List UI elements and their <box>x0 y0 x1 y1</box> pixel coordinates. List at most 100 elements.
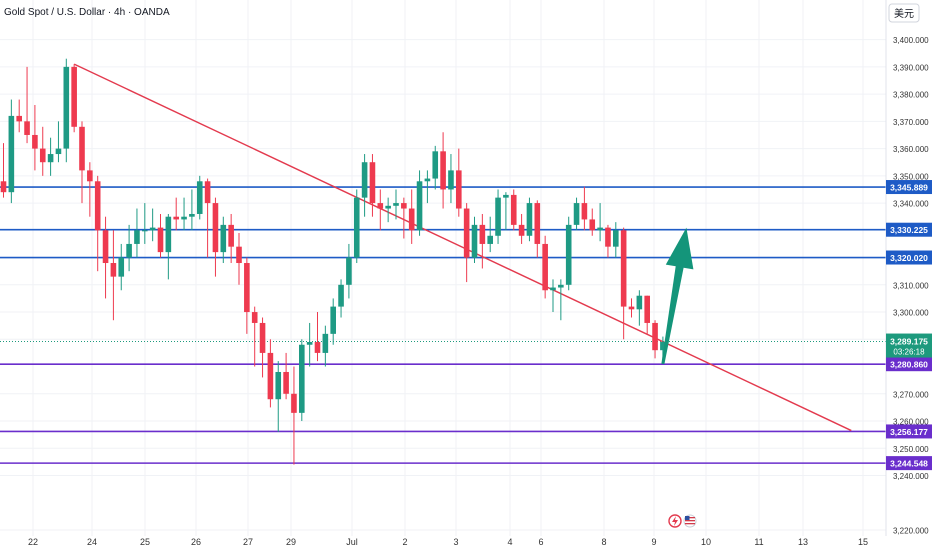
candles-layer[interactable] <box>0 58 666 465</box>
price-level-label: 3,244.548 <box>890 459 928 469</box>
candle-bearish[interactable] <box>228 213 234 264</box>
candle-bearish[interactable] <box>652 320 658 359</box>
candle-bearish[interactable] <box>94 175 101 272</box>
candle-bullish[interactable] <box>181 197 187 231</box>
candle-bearish[interactable] <box>204 178 211 258</box>
bar-countdown-label: 03:26:18 <box>893 348 925 357</box>
candle-bullish[interactable] <box>165 213 172 280</box>
candle-bullish[interactable] <box>330 298 336 345</box>
candle-bullish[interactable] <box>424 170 431 204</box>
candle-bearish[interactable] <box>456 148 462 217</box>
candle-bullish[interactable] <box>306 322 313 367</box>
candle-bearish[interactable] <box>542 235 548 299</box>
candle-bullish[interactable] <box>636 290 643 326</box>
candle-bearish[interactable] <box>605 224 611 258</box>
candle-body <box>126 243 132 258</box>
candle-bearish[interactable] <box>628 298 635 318</box>
candle-bearish[interactable] <box>479 213 486 269</box>
candle-bullish[interactable] <box>346 243 352 299</box>
candle-bullish[interactable] <box>149 208 156 242</box>
candle-bullish[interactable] <box>8 99 15 204</box>
candle-bearish[interactable] <box>581 186 588 231</box>
candle-bullish[interactable] <box>63 58 70 163</box>
us-flag-icon[interactable] <box>683 514 697 528</box>
candle-bullish[interactable] <box>393 189 399 220</box>
candle-bearish[interactable] <box>39 126 46 176</box>
current-price-label: 3,289.175 <box>890 337 928 347</box>
currency-button[interactable]: 美元 <box>888 3 920 23</box>
chart-title: Gold Spot / U.S. Dollar · 4h · OANDA <box>4 7 170 18</box>
candle-bearish[interactable] <box>244 257 250 334</box>
candle-bullish[interactable] <box>353 189 360 264</box>
candle-bullish[interactable] <box>565 216 572 291</box>
candle-bullish[interactable] <box>47 137 54 176</box>
candle-bearish[interactable] <box>157 213 164 258</box>
candle-bearish[interactable] <box>510 189 517 231</box>
candle-bearish[interactable] <box>0 143 7 198</box>
candle-bullish[interactable] <box>487 216 493 253</box>
candle-bullish[interactable] <box>495 189 501 244</box>
candle-bearish[interactable] <box>291 366 297 465</box>
candle-bearish[interactable] <box>314 312 321 362</box>
candle-bullish[interactable] <box>134 208 140 258</box>
candle-bearish[interactable] <box>259 317 266 378</box>
candle-bullish[interactable] <box>526 197 533 242</box>
candle-bullish[interactable] <box>196 175 203 220</box>
candle-bearish[interactable] <box>377 189 384 231</box>
candle-bullish[interactable] <box>432 145 439 190</box>
candle-bearish[interactable] <box>463 203 470 283</box>
candle-bearish[interactable] <box>102 216 109 299</box>
candle-bearish[interactable] <box>212 197 219 277</box>
candle-bearish[interactable] <box>267 339 274 408</box>
candle-body <box>55 148 62 155</box>
candle-bullish[interactable] <box>558 279 564 321</box>
candle-bullish[interactable] <box>299 339 305 422</box>
candle-bullish[interactable] <box>118 243 125 291</box>
candle-body <box>518 224 525 236</box>
flash-icon[interactable] <box>668 514 682 528</box>
candle-bearish[interactable] <box>236 233 242 285</box>
candle-bearish[interactable] <box>79 121 85 204</box>
candle-bearish[interactable] <box>71 64 77 133</box>
candle-bullish[interactable] <box>385 197 391 223</box>
candle-bearish[interactable] <box>87 162 93 217</box>
candle-bullish[interactable] <box>573 197 580 231</box>
candle-bearish[interactable] <box>32 105 38 171</box>
candle-bullish[interactable] <box>322 325 329 367</box>
candle-body <box>228 224 234 247</box>
candle-bullish[interactable] <box>142 203 148 244</box>
candle-bullish[interactable] <box>55 121 62 163</box>
candle-bullish[interactable] <box>471 216 478 264</box>
candle-bullish[interactable] <box>416 170 423 236</box>
candle-bearish[interactable] <box>369 154 376 217</box>
candle-bullish[interactable] <box>613 222 619 258</box>
candle-bullish[interactable] <box>220 216 227 264</box>
candle-bullish[interactable] <box>189 189 195 231</box>
candle-bearish[interactable] <box>401 197 407 239</box>
candle-bearish[interactable] <box>518 213 525 244</box>
time-axis[interactable]: 22 24 25 26 27 29 Jul 2 3 4 6 8 9 10 11 13 15 <box>28 537 868 547</box>
candle-bullish[interactable] <box>448 154 454 204</box>
candle-bullish[interactable] <box>338 279 344 318</box>
candle-bearish[interactable] <box>283 352 289 400</box>
candle-bullish[interactable] <box>503 192 509 231</box>
candle-bullish[interactable] <box>597 203 603 242</box>
candle-bearish[interactable] <box>173 197 179 231</box>
candle-bearish[interactable] <box>16 99 22 133</box>
candle-bearish[interactable] <box>620 227 627 340</box>
candle-bearish[interactable] <box>24 66 30 144</box>
candle-bearish[interactable] <box>110 230 117 321</box>
candle-bearish[interactable] <box>440 132 446 209</box>
candle-bullish[interactable] <box>126 224 132 272</box>
candle-bullish[interactable] <box>361 154 368 217</box>
price-axis[interactable]: 3,220.000 3,240.000 3,250.000 3,260.000 3,27… <box>893 36 929 535</box>
candle-bearish[interactable] <box>534 200 541 258</box>
candle-bearish[interactable] <box>589 208 596 236</box>
candle-bearish[interactable] <box>251 306 258 367</box>
candle-bearish[interactable] <box>644 295 650 334</box>
candle-bearish[interactable] <box>408 189 415 244</box>
candle-bullish[interactable] <box>275 361 282 432</box>
candle-bullish[interactable] <box>550 279 556 313</box>
